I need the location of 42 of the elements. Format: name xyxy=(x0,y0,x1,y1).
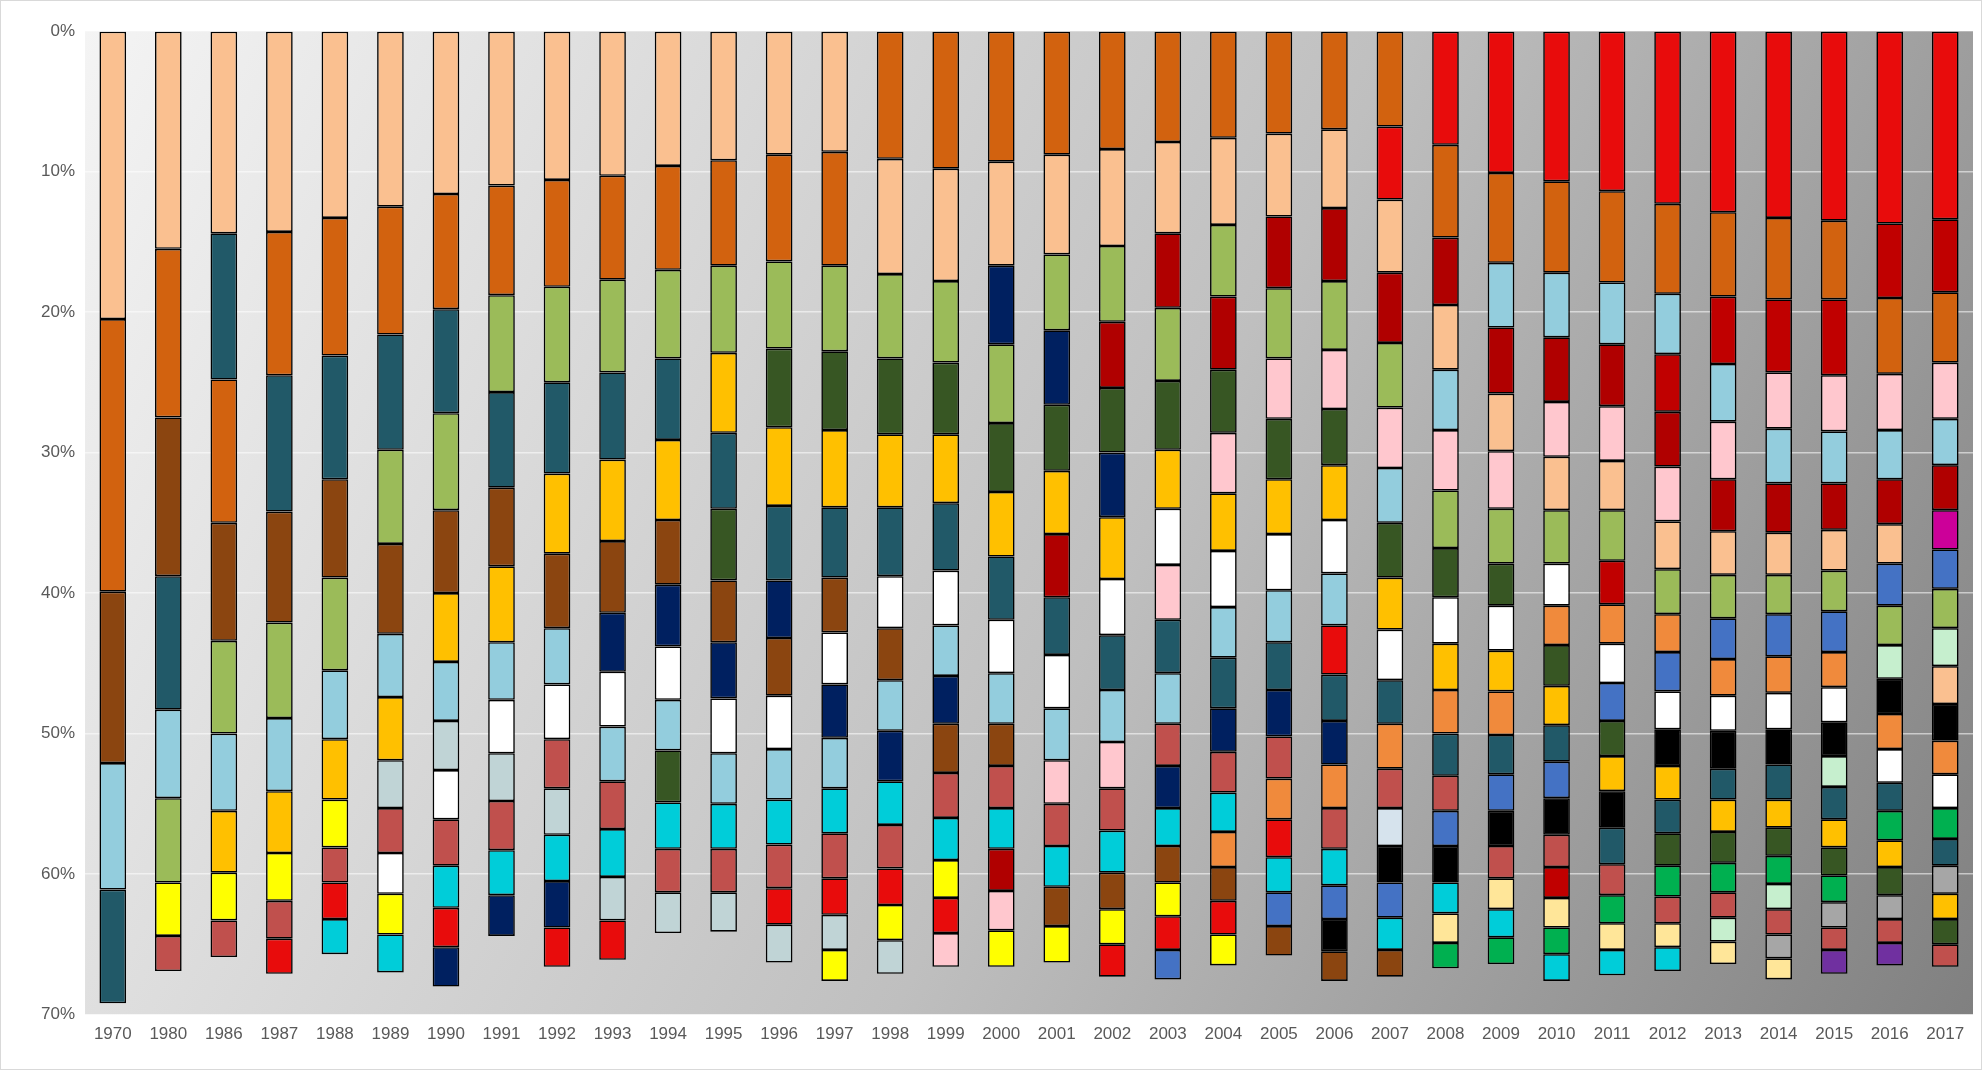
x-tick-label: 2001 xyxy=(1037,1024,1076,1044)
x-tick-label: 2008 xyxy=(1426,1024,1465,1044)
x-tick-label: 1995 xyxy=(704,1024,743,1044)
y-tick-label: 40% xyxy=(40,582,76,602)
x-tick-label: 1990 xyxy=(427,1024,465,1044)
x-tick-label: 2006 xyxy=(1315,1024,1354,1044)
x-tick-label: 1989 xyxy=(371,1024,410,1044)
x-tick-label: 1988 xyxy=(315,1024,354,1044)
x-tick-label: 2009 xyxy=(1482,1024,1520,1044)
x-tick-label: 2012 xyxy=(1648,1024,1687,1044)
x-tick-label: 2007 xyxy=(1371,1024,1409,1044)
x-tick-label: 1996 xyxy=(760,1024,799,1044)
y-tick-label: 10% xyxy=(40,161,76,181)
x-tick-label: 2004 xyxy=(1204,1024,1243,1044)
x-tick-label: 1997 xyxy=(815,1024,854,1044)
y-tick-label: 30% xyxy=(40,442,76,462)
x-tick-label: 1987 xyxy=(260,1024,299,1044)
x-tick-label: 2003 xyxy=(1148,1024,1187,1044)
x-tick-label: 2013 xyxy=(1704,1024,1743,1044)
x-tick-label: 1991 xyxy=(482,1024,521,1044)
y-tick-label: 50% xyxy=(40,723,76,743)
x-tick-label: 2011 xyxy=(1593,1024,1631,1044)
x-tick-label: 1986 xyxy=(204,1024,243,1044)
x-tick-label: 2016 xyxy=(1870,1024,1909,1044)
x-tick-label: 1980 xyxy=(149,1024,188,1044)
x-tick-label: 1994 xyxy=(649,1024,687,1044)
y-tick-label: 70% xyxy=(40,1004,76,1024)
x-tick-label: 1970 xyxy=(93,1024,132,1044)
y-tick-label: 0% xyxy=(50,20,76,40)
x-tick-label: 2005 xyxy=(1259,1024,1298,1044)
x-tick-label: 2002 xyxy=(1093,1024,1132,1044)
x-tick-label: 2000 xyxy=(982,1024,1021,1044)
x-tick-label: 2017 xyxy=(1926,1024,1965,1044)
x-tick-label: 2015 xyxy=(1815,1024,1854,1044)
y-tick-label: 60% xyxy=(40,863,76,883)
x-tick-label: 2014 xyxy=(1759,1024,1798,1044)
x-tick-label: 1999 xyxy=(926,1024,965,1044)
x-tick-label: 1998 xyxy=(871,1024,910,1044)
x-tick-label: 1993 xyxy=(593,1024,632,1044)
y-tick-label: 20% xyxy=(40,301,76,321)
x-tick-label: 2010 xyxy=(1537,1024,1576,1044)
x-tick-label: 1992 xyxy=(538,1024,576,1044)
